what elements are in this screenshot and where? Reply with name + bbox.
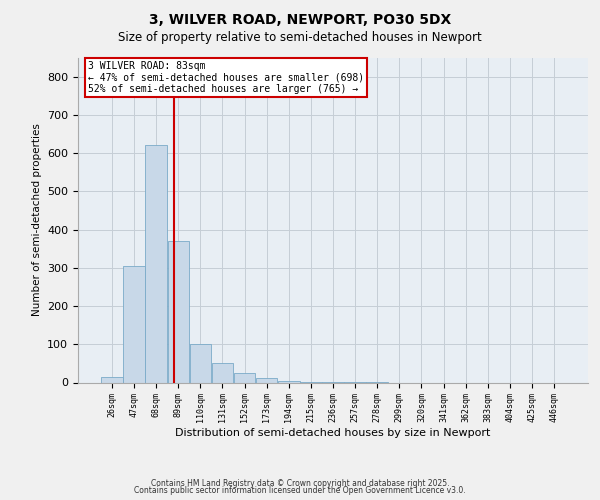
Bar — [212, 364, 233, 382]
Text: Contains HM Land Registry data © Crown copyright and database right 2025.: Contains HM Land Registry data © Crown c… — [151, 478, 449, 488]
Bar — [190, 344, 211, 383]
Text: 3, WILVER ROAD, NEWPORT, PO30 5DX: 3, WILVER ROAD, NEWPORT, PO30 5DX — [149, 12, 451, 26]
Bar — [167, 241, 189, 382]
Bar — [123, 266, 145, 382]
Y-axis label: Number of semi-detached properties: Number of semi-detached properties — [32, 124, 41, 316]
Text: Size of property relative to semi-detached houses in Newport: Size of property relative to semi-detach… — [118, 31, 482, 44]
Bar — [256, 378, 277, 382]
Bar — [101, 377, 122, 382]
Bar — [278, 380, 299, 382]
Bar — [234, 373, 255, 382]
X-axis label: Distribution of semi-detached houses by size in Newport: Distribution of semi-detached houses by … — [175, 428, 491, 438]
Text: Contains public sector information licensed under the Open Government Licence v3: Contains public sector information licen… — [134, 486, 466, 495]
Text: 3 WILVER ROAD: 83sqm
← 47% of semi-detached houses are smaller (698)
52% of semi: 3 WILVER ROAD: 83sqm ← 47% of semi-detac… — [88, 60, 364, 94]
Bar — [145, 146, 167, 382]
